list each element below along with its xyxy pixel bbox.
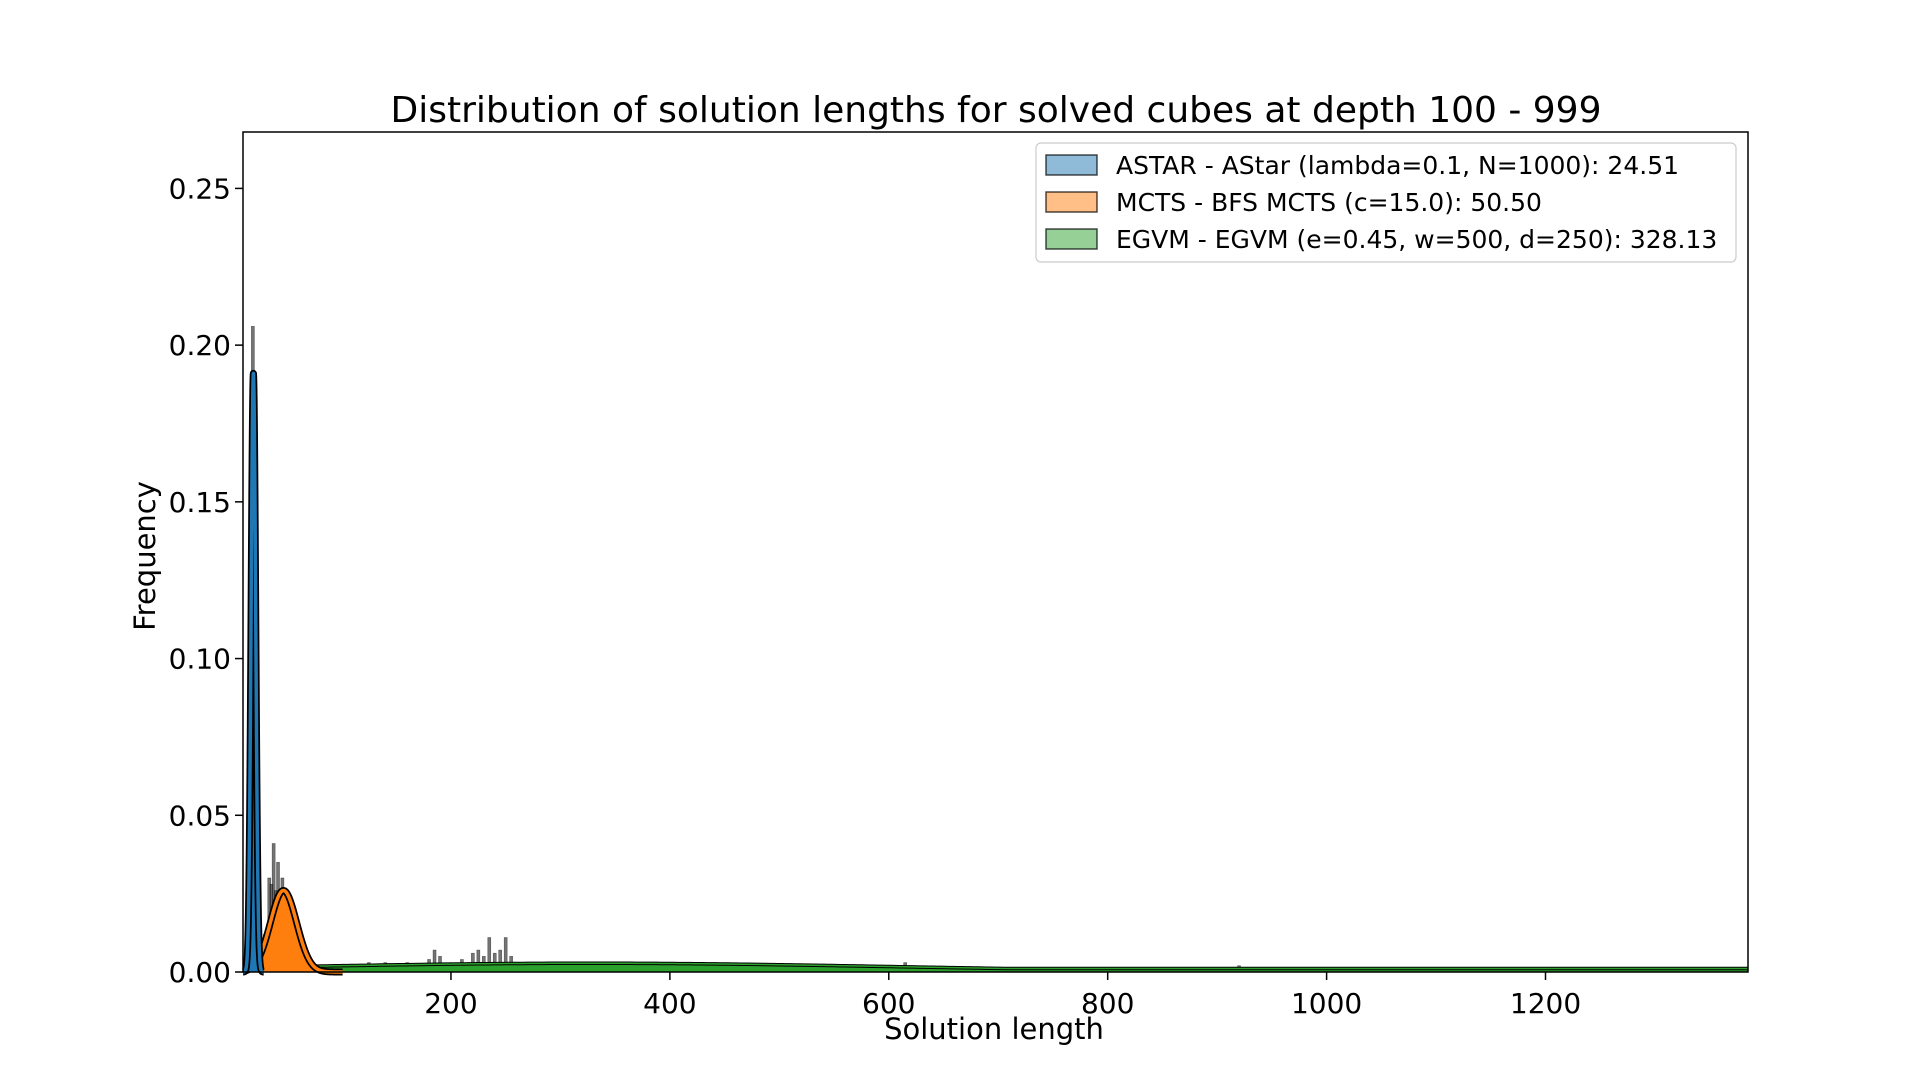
legend-label-egvm: EGVM - EGVM (e=0.45, w=500, d=250): 328.… <box>1116 225 1717 254</box>
chart-title: Distribution of solution lengths for sol… <box>391 90 1602 131</box>
y-tick-label-1: 0.05 <box>169 799 231 832</box>
x-axis-title: Solution length <box>884 1012 1104 1046</box>
density-line-egvm <box>242 962 1748 970</box>
plot-area <box>239 326 1748 976</box>
x-tick-label-1200: 1200 <box>1510 987 1581 1020</box>
x-tick-label-400: 400 <box>643 987 696 1020</box>
y-tick-label-0: 0.00 <box>169 956 231 989</box>
y-axis: 0.00 0.05 0.10 0.15 0.20 0.25 <box>169 172 243 989</box>
y-tick-label-5: 0.25 <box>169 172 231 205</box>
legend-box <box>1035 142 1737 263</box>
legend-label-astar: ASTAR - AStar (lambda=0.1, N=1000): 24.5… <box>1116 151 1679 180</box>
x-tick-label-800: 800 <box>1081 987 1134 1020</box>
density-fill-mcts <box>243 890 343 972</box>
x-tick-label-1000: 1000 <box>1291 987 1362 1020</box>
y-tick-label-4: 0.20 <box>169 329 231 362</box>
y-tick-label-3: 0.15 <box>169 486 231 519</box>
y-tick-label-2: 0.10 <box>169 643 231 676</box>
density-line-astar <box>241 371 266 974</box>
x-tick-label-600: 600 <box>862 987 915 1020</box>
x-axis: 200 400 600 800 1000 1200 <box>424 972 1581 1020</box>
legend-swatch-egvm <box>1045 228 1098 250</box>
y-axis-title: Frequency <box>128 481 162 631</box>
legend-swatch-mcts <box>1045 191 1098 213</box>
plot-frame <box>242 131 1749 973</box>
legend-label-mcts: MCTS - BFS MCTS (c=15.0): 50.50 <box>1116 188 1542 217</box>
x-tick-label-200: 200 <box>424 987 477 1020</box>
legend: ASTAR - AStar (lambda=0.1, N=1000): 24.5… <box>1035 142 1737 263</box>
legend-swatch-astar <box>1045 154 1098 176</box>
